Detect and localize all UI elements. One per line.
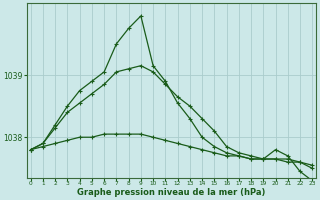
X-axis label: Graphe pression niveau de la mer (hPa): Graphe pression niveau de la mer (hPa) (77, 188, 266, 197)
